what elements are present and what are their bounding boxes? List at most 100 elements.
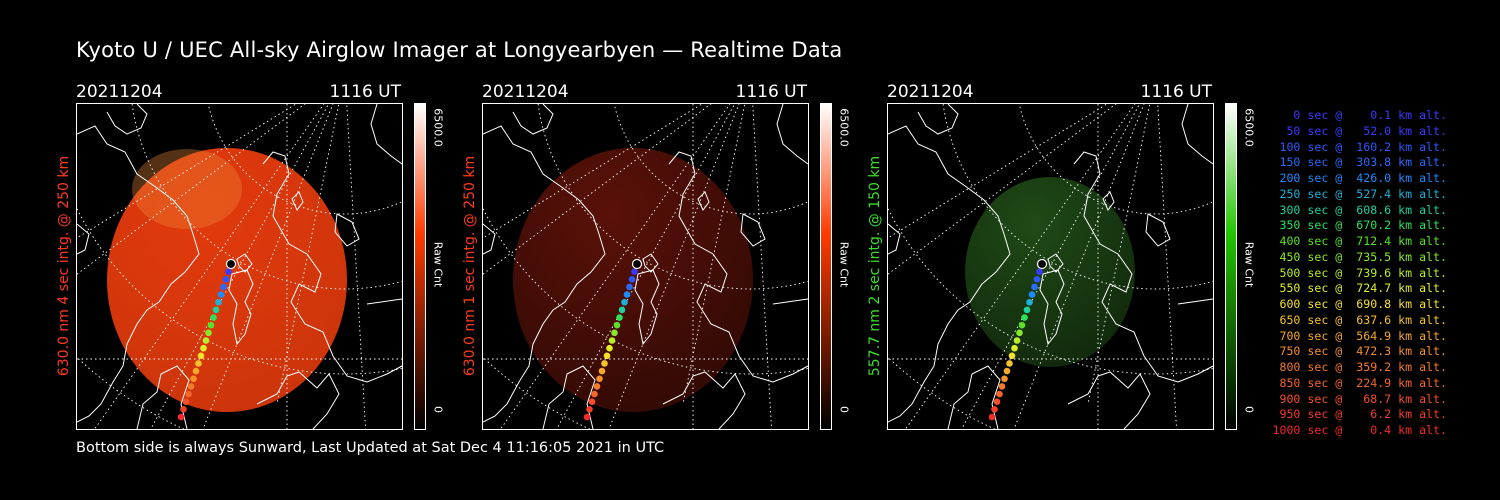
imager-panel-1: 20211204 1116 UT 630.0 nm 4 sec intg. @ 25… bbox=[56, 82, 448, 430]
coastline bbox=[77, 125, 200, 423]
coastline bbox=[334, 213, 360, 247]
longitude-line bbox=[1013, 104, 1145, 429]
longitude-line bbox=[961, 104, 1141, 429]
legend-row: 550 sec @ 724.7 km alt. bbox=[1279, 281, 1447, 296]
trajectory-point bbox=[1026, 298, 1033, 306]
trajectory-point bbox=[217, 291, 225, 298]
coastline bbox=[1181, 104, 1213, 165]
coastline bbox=[947, 365, 1001, 429]
coastline bbox=[291, 191, 304, 211]
legend-row: 300 sec @ 608.6 km alt. bbox=[1279, 202, 1447, 217]
color-bar-unit: Raw Cnt bbox=[837, 241, 851, 288]
trajectory-point bbox=[202, 337, 210, 344]
trajectory-point bbox=[591, 390, 598, 398]
trajectory-point bbox=[601, 360, 608, 367]
color-bar-unit: Raw Cnt bbox=[1242, 241, 1256, 288]
color-bar-min: 0 bbox=[1242, 406, 1256, 413]
longitude-line bbox=[888, 104, 1108, 239]
coastline bbox=[634, 269, 660, 346]
longitude-line bbox=[77, 104, 297, 239]
trajectory-point bbox=[1001, 375, 1008, 383]
trajectory-point bbox=[628, 276, 636, 283]
legend-row: 950 sec @ 6.2 km alt. bbox=[1279, 407, 1447, 422]
coastline bbox=[1047, 253, 1064, 273]
imager-panel-2: 20211204 1116 UT 630.0 nm 1 sec intg. @ 25… bbox=[462, 82, 854, 430]
trajectory-point bbox=[205, 329, 212, 337]
coastline bbox=[642, 253, 659, 273]
trajectory-point bbox=[200, 344, 207, 352]
panel-time: 1116 UT bbox=[329, 82, 402, 102]
longitude-line bbox=[608, 104, 740, 429]
coastline bbox=[370, 104, 402, 165]
panel-wavelength-label: 557.7 nm 2 sec intg. @ 150 km bbox=[867, 155, 883, 376]
trajectory-point bbox=[1036, 268, 1043, 275]
trajectory-point bbox=[1016, 329, 1023, 337]
trajectory-point bbox=[1023, 306, 1031, 314]
trajectory-point bbox=[613, 321, 621, 329]
panel-time: 1116 UT bbox=[1140, 82, 1213, 102]
trajectory-point bbox=[1008, 352, 1016, 360]
latitude-circle bbox=[131, 104, 402, 290]
trajectory-point bbox=[192, 367, 200, 375]
latitude-circle bbox=[942, 104, 1213, 290]
coastline bbox=[1039, 269, 1065, 346]
trajectory-point bbox=[621, 298, 628, 306]
trajectory-point bbox=[210, 314, 217, 321]
trajectory-point bbox=[215, 298, 222, 306]
allsky-image bbox=[76, 103, 403, 430]
legend-row: 350 sec @ 670.2 km alt. bbox=[1279, 218, 1447, 233]
trajectory-point bbox=[1021, 314, 1028, 321]
coastline bbox=[668, 151, 808, 383]
footer-status: Bottom side is always Sunward, Last Upda… bbox=[76, 440, 665, 456]
legend-row: 650 sec @ 637.6 km alt. bbox=[1279, 312, 1447, 327]
trajectory-point bbox=[1003, 367, 1011, 375]
trajectory-point bbox=[1013, 337, 1021, 344]
coastline bbox=[256, 371, 340, 429]
legend-row: 450 sec @ 735.5 km alt. bbox=[1279, 249, 1447, 264]
coastline bbox=[77, 223, 90, 255]
coastline bbox=[1177, 298, 1213, 305]
coastline bbox=[776, 104, 808, 165]
trajectory-point bbox=[603, 352, 611, 360]
trajectory-point bbox=[586, 406, 593, 413]
longitude-line bbox=[346, 104, 367, 429]
longitude-line bbox=[202, 104, 334, 429]
coastline bbox=[542, 365, 596, 429]
trajectory-point bbox=[177, 413, 185, 421]
coastline bbox=[262, 151, 402, 383]
longitude-line bbox=[752, 104, 773, 429]
trajectory-point bbox=[611, 329, 618, 337]
legend-row: 800 sec @ 359.2 km alt. bbox=[1279, 360, 1447, 374]
longitude-line bbox=[556, 104, 736, 429]
legend-row: 0 sec @ 0.1 km alt. bbox=[1279, 108, 1447, 122]
panel-date: 20211204 bbox=[76, 82, 163, 102]
color-bar-labels: 6500.0 Raw Cnt 0 bbox=[1239, 103, 1259, 428]
longitude-line bbox=[94, 104, 325, 429]
coastline bbox=[236, 253, 253, 273]
panel-wavelength-label: 630.0 nm 4 sec intg. @ 250 km bbox=[56, 155, 72, 376]
imager-panel-3: 20211204 1116 UT 557.7 nm 2 sec intg. @ 15… bbox=[867, 82, 1259, 430]
trajectory-point bbox=[996, 390, 1003, 398]
coastline bbox=[697, 191, 710, 211]
color-bar bbox=[1225, 103, 1237, 430]
trajectory-point bbox=[606, 344, 613, 352]
coastline bbox=[366, 298, 402, 305]
color-bar-max: 6500.0 bbox=[837, 108, 851, 147]
color-bar-max: 6500.0 bbox=[1242, 108, 1256, 147]
panel-date: 20211204 bbox=[482, 82, 569, 102]
color-bar-labels: 6500.0 Raw Cnt 0 bbox=[834, 103, 854, 428]
trajectory-point bbox=[616, 314, 623, 321]
airglow-bright-patch bbox=[132, 149, 242, 229]
color-bar-labels: 6500.0 Raw Cnt 0 bbox=[428, 103, 448, 428]
legend-row: 100 sec @ 160.2 km alt. bbox=[1279, 139, 1447, 154]
trajectory-point bbox=[631, 268, 638, 275]
latitude-circle bbox=[537, 104, 808, 290]
legend-row: 750 sec @ 472.3 km alt. bbox=[1279, 344, 1447, 359]
trajectory-point bbox=[1031, 283, 1038, 291]
legend-row: 700 sec @ 564.9 km alt. bbox=[1279, 328, 1447, 343]
trajectory-point bbox=[197, 352, 205, 360]
coastline bbox=[483, 223, 496, 255]
coastline bbox=[1145, 213, 1171, 247]
trajectory-point bbox=[593, 383, 601, 390]
legend-row: 900 sec @ 68.7 km alt. bbox=[1279, 391, 1447, 406]
